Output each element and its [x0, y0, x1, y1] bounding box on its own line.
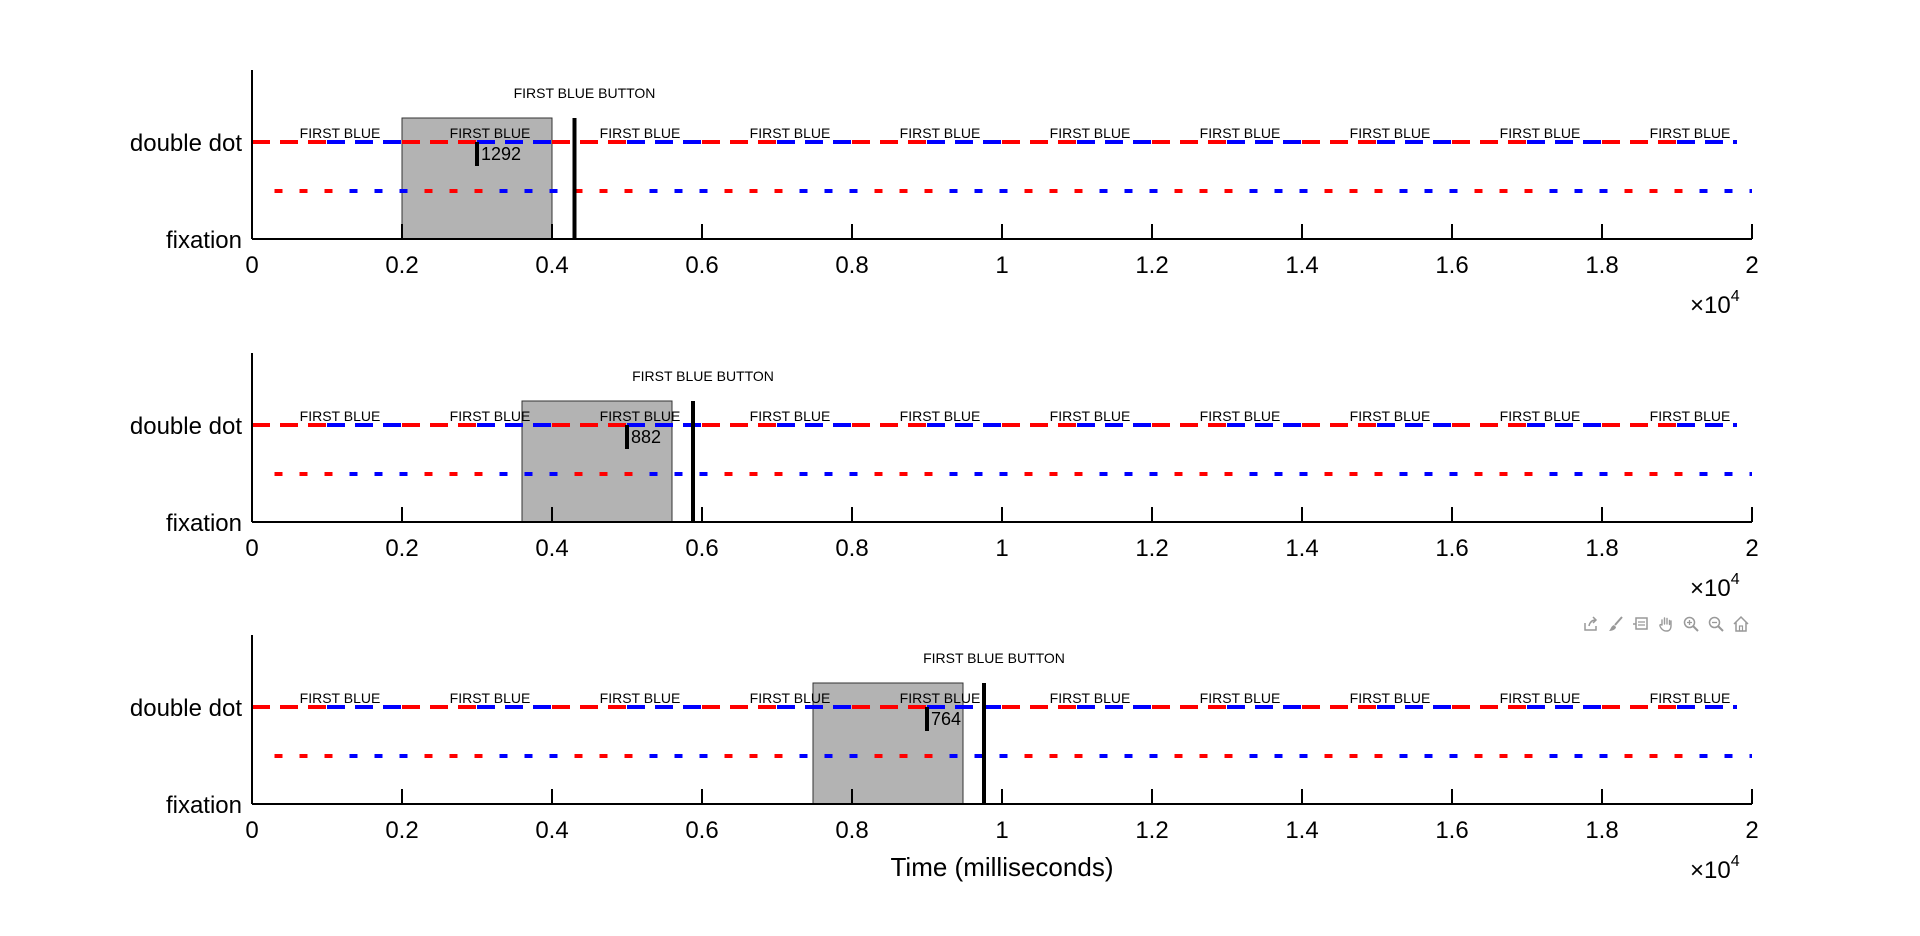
x-tick-label: 1.6: [1435, 817, 1468, 844]
x-tick-label: 1.4: [1285, 535, 1318, 562]
x-tick-label: 1.4: [1285, 252, 1318, 279]
trial-label: FIRST BLUE: [300, 408, 381, 424]
x-exponent-power: 4: [1731, 853, 1740, 870]
x-tick-label: 0.8: [835, 252, 868, 279]
trial-label: FIRST BLUE: [1050, 408, 1131, 424]
x-tick-label: 0: [245, 252, 258, 279]
brush-icon[interactable]: [1605, 613, 1627, 635]
highlight-window: [521, 400, 673, 523]
x-tick-label: 2: [1745, 252, 1758, 279]
x-tick-label: 0.6: [685, 817, 718, 844]
trial-label: FIRST BLUE: [1650, 690, 1731, 706]
export-icon[interactable]: [1580, 613, 1602, 635]
button-press-label: FIRST BLUE BUTTON: [923, 650, 1065, 666]
x-tick-label: 0.4: [535, 535, 568, 562]
datatip-icon[interactable]: [1630, 613, 1652, 635]
subplot-3: FIRST BLUE FIRST BLUE FIRST BLUE FIRST BLUE…: [130, 635, 1759, 884]
trial-label: FIRST BLUE: [1200, 690, 1281, 706]
subplot-1: FIRST BLUE FIRST BLUE FIRST BLUE FIRST BLUE…: [130, 70, 1759, 319]
x-tick-label: 1.2: [1135, 535, 1168, 562]
trial-label: FIRST BLUE: [450, 408, 531, 424]
trial-label: FIRST BLUE: [300, 125, 381, 141]
trial-label: FIRST BLUE: [1500, 408, 1581, 424]
pan-hand-icon[interactable]: [1655, 613, 1677, 635]
x-tick-label: 0.8: [835, 817, 868, 844]
axes-toolbar: [1580, 612, 1752, 636]
x-tick-label: 0.6: [685, 535, 718, 562]
x-tick-label: 1.2: [1135, 252, 1168, 279]
y-tick-label: fixation: [166, 510, 242, 537]
x-tick-label: 1.2: [1135, 817, 1168, 844]
y-tick-label: double dot: [130, 130, 242, 157]
x-tick-label: 1.6: [1435, 535, 1468, 562]
x-tick-label: 1.8: [1585, 817, 1618, 844]
y-tick-label: double dot: [130, 413, 242, 440]
y-tick-label: fixation: [166, 227, 242, 254]
trial-label: FIRST BLUE: [900, 408, 981, 424]
highlight-window: [812, 682, 964, 805]
trial-label: FIRST BLUE: [1500, 125, 1581, 141]
response-label: 1292: [481, 144, 521, 164]
trial-label: FIRST BLUE: [750, 690, 831, 706]
zoom-out-icon[interactable]: [1705, 613, 1727, 635]
x-tick-label: 1: [995, 535, 1008, 562]
trial-label: FIRST BLUE: [1350, 690, 1431, 706]
response-label: 882: [631, 427, 661, 447]
x-exponent-label: ×104: [1690, 571, 1740, 602]
y-tick-label: fixation: [166, 792, 242, 819]
x-tick-label: 0.2: [385, 535, 418, 562]
home-icon[interactable]: [1730, 613, 1752, 635]
x-tick-label: 1: [995, 252, 1008, 279]
trial-label: FIRST BLUE: [1350, 408, 1431, 424]
x-tick-label: 1.8: [1585, 535, 1618, 562]
trial-label: FIRST BLUE: [900, 690, 981, 706]
x-tick-label: 2: [1745, 817, 1758, 844]
x-axis-label: Time (milliseconds): [891, 852, 1114, 882]
trial-label: FIRST BLUE: [600, 125, 681, 141]
x-exponent-power: 4: [1731, 571, 1740, 588]
x-tick-label: 1.4: [1285, 817, 1318, 844]
x-tick-label: 0.2: [385, 817, 418, 844]
trial-label: FIRST BLUE: [600, 408, 681, 424]
x-tick-label: 0.6: [685, 252, 718, 279]
x-tick-label: 2: [1745, 535, 1758, 562]
trial-label: FIRST BLUE: [1350, 125, 1431, 141]
trial-label: FIRST BLUE: [900, 125, 981, 141]
zoom-in-icon[interactable]: [1680, 613, 1702, 635]
trial-label: FIRST BLUE: [750, 408, 831, 424]
trial-label: FIRST BLUE: [450, 125, 531, 141]
x-exponent-label: ×104: [1690, 853, 1740, 884]
trial-label: FIRST BLUE: [1050, 690, 1131, 706]
button-press-label: FIRST BLUE BUTTON: [514, 85, 656, 101]
trial-label: FIRST BLUE: [1050, 125, 1131, 141]
x-tick-label: 0.4: [535, 252, 568, 279]
highlight-window: [401, 117, 553, 240]
trial-label: FIRST BLUE: [300, 690, 381, 706]
x-exponent-power: 4: [1731, 288, 1740, 305]
x-exponent-label: ×104: [1690, 288, 1740, 319]
response-label: 764: [931, 709, 961, 729]
x-tick-label: 1.8: [1585, 252, 1618, 279]
x-tick-label: 1.6: [1435, 252, 1468, 279]
x-tick-label: 0: [245, 817, 258, 844]
x-tick-label: 0.8: [835, 535, 868, 562]
trial-label: FIRST BLUE: [750, 125, 831, 141]
x-tick-label: 0.2: [385, 252, 418, 279]
trial-label: FIRST BLUE: [450, 690, 531, 706]
subplot-2: FIRST BLUE FIRST BLUE FIRST BLUE FIRST BLUE…: [130, 353, 1759, 602]
trial-label: FIRST BLUE: [1200, 408, 1281, 424]
x-tick-label: 1: [995, 817, 1008, 844]
button-press-label: FIRST BLUE BUTTON: [632, 368, 774, 384]
x-tick-label: 0.4: [535, 817, 568, 844]
trial-label: FIRST BLUE: [1650, 125, 1731, 141]
x-tick-label: 0: [245, 535, 258, 562]
trial-label: FIRST BLUE: [1500, 690, 1581, 706]
trial-label: FIRST BLUE: [1650, 408, 1731, 424]
trial-label: FIRST BLUE: [600, 690, 681, 706]
y-tick-label: double dot: [130, 695, 242, 722]
trial-label: FIRST BLUE: [1200, 125, 1281, 141]
